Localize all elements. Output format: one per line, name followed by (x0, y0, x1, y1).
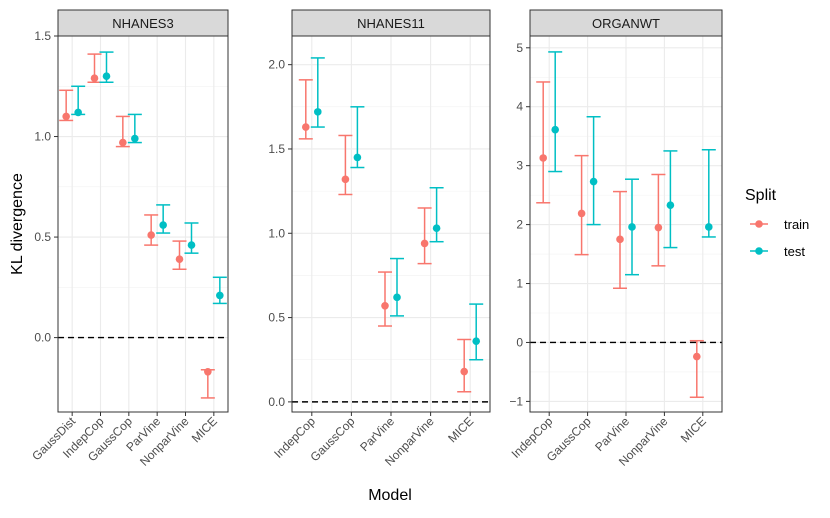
y-tick-label: 1.5 (268, 142, 285, 156)
panels: 0.00.51.01.5NHANES3GaussDistIndepCopGaus… (29, 9, 723, 469)
point-train (616, 235, 624, 244)
y-tick-label: 4 (516, 100, 523, 114)
legend-label: train (784, 217, 809, 232)
point-test (314, 108, 322, 116)
point-train (302, 123, 310, 131)
y-tick-label: 0.5 (34, 230, 51, 244)
series-train (59, 53, 215, 399)
point-train (577, 209, 586, 218)
point-train (204, 367, 212, 376)
point-train (62, 112, 70, 121)
legend: Split train test (745, 187, 809, 259)
panel-nhanes3: 0.00.51.01.5NHANES3GaussDistIndepCopGaus… (29, 9, 229, 469)
series-train (298, 79, 472, 393)
point-test (353, 153, 362, 162)
point-test (102, 72, 111, 81)
facet-title: NHANES11 (357, 16, 425, 31)
point-test (74, 108, 82, 117)
point-test (472, 337, 481, 345)
point-train (693, 352, 701, 361)
legend-label: test (784, 244, 805, 259)
point-test (393, 293, 401, 302)
x-tick-label: MICE (189, 414, 220, 445)
point-test (589, 177, 598, 186)
facet-title: ORGANWT (592, 16, 660, 31)
y-tick-label: 0.0 (268, 395, 285, 409)
y-tick-label: 0.5 (268, 311, 285, 325)
series-test (71, 51, 227, 305)
facet-strip (57, 9, 229, 37)
panel-organwt: −1012345ORGANWTIndepCopGaussCopParVineNo… (509, 9, 723, 469)
y-tick-label: 1.0 (268, 226, 285, 240)
point-test (131, 134, 139, 143)
y-tick-label: 2 (516, 218, 523, 232)
y-tick-label: 2.0 (268, 58, 285, 72)
facet-strip (291, 9, 491, 37)
y-tick-label: 1.0 (34, 130, 51, 144)
point-train (654, 223, 663, 232)
point-train (90, 74, 99, 83)
point-train (460, 367, 469, 376)
legend-key-point (755, 220, 763, 228)
legend-key-point (755, 247, 763, 255)
point-train (539, 154, 547, 162)
y-tick-label: −1 (509, 394, 523, 408)
point-train (381, 301, 389, 310)
y-tick-label: 5 (516, 41, 523, 55)
y-tick-label: 3 (516, 159, 523, 173)
point-test (705, 223, 713, 231)
legend-item-train: train (750, 217, 809, 232)
y-tick-label: 0 (516, 335, 523, 349)
facet-title: NHANES3 (112, 16, 173, 31)
point-test (432, 224, 441, 233)
point-test (187, 241, 196, 249)
point-train (420, 239, 429, 248)
point-train (341, 175, 350, 184)
series-test (548, 51, 716, 276)
point-test (628, 223, 636, 231)
point-train (175, 255, 184, 263)
point-test (666, 201, 675, 209)
y-tick-label: 0.0 (34, 331, 51, 345)
point-train (119, 138, 127, 147)
point-train (147, 231, 155, 239)
y-tick-label: 1.5 (34, 29, 51, 43)
legend-items: train test (750, 217, 809, 259)
point-test (551, 125, 559, 134)
point-test (159, 221, 167, 229)
x-tick-label: MICE (445, 414, 476, 445)
x-tick-label: MICE (678, 414, 709, 445)
series-test (310, 57, 484, 361)
series-train (536, 81, 704, 399)
y-tick-label: 1 (516, 277, 523, 291)
panel-background (58, 36, 228, 412)
point-test (216, 291, 224, 300)
y-axis-title: KL divergence (9, 173, 26, 275)
legend-title: Split (745, 187, 777, 204)
facet-strip (529, 9, 723, 37)
legend-item-test: test (750, 244, 805, 259)
x-tick-label: ParVine (357, 414, 397, 454)
x-axis-title: Model (368, 487, 412, 504)
